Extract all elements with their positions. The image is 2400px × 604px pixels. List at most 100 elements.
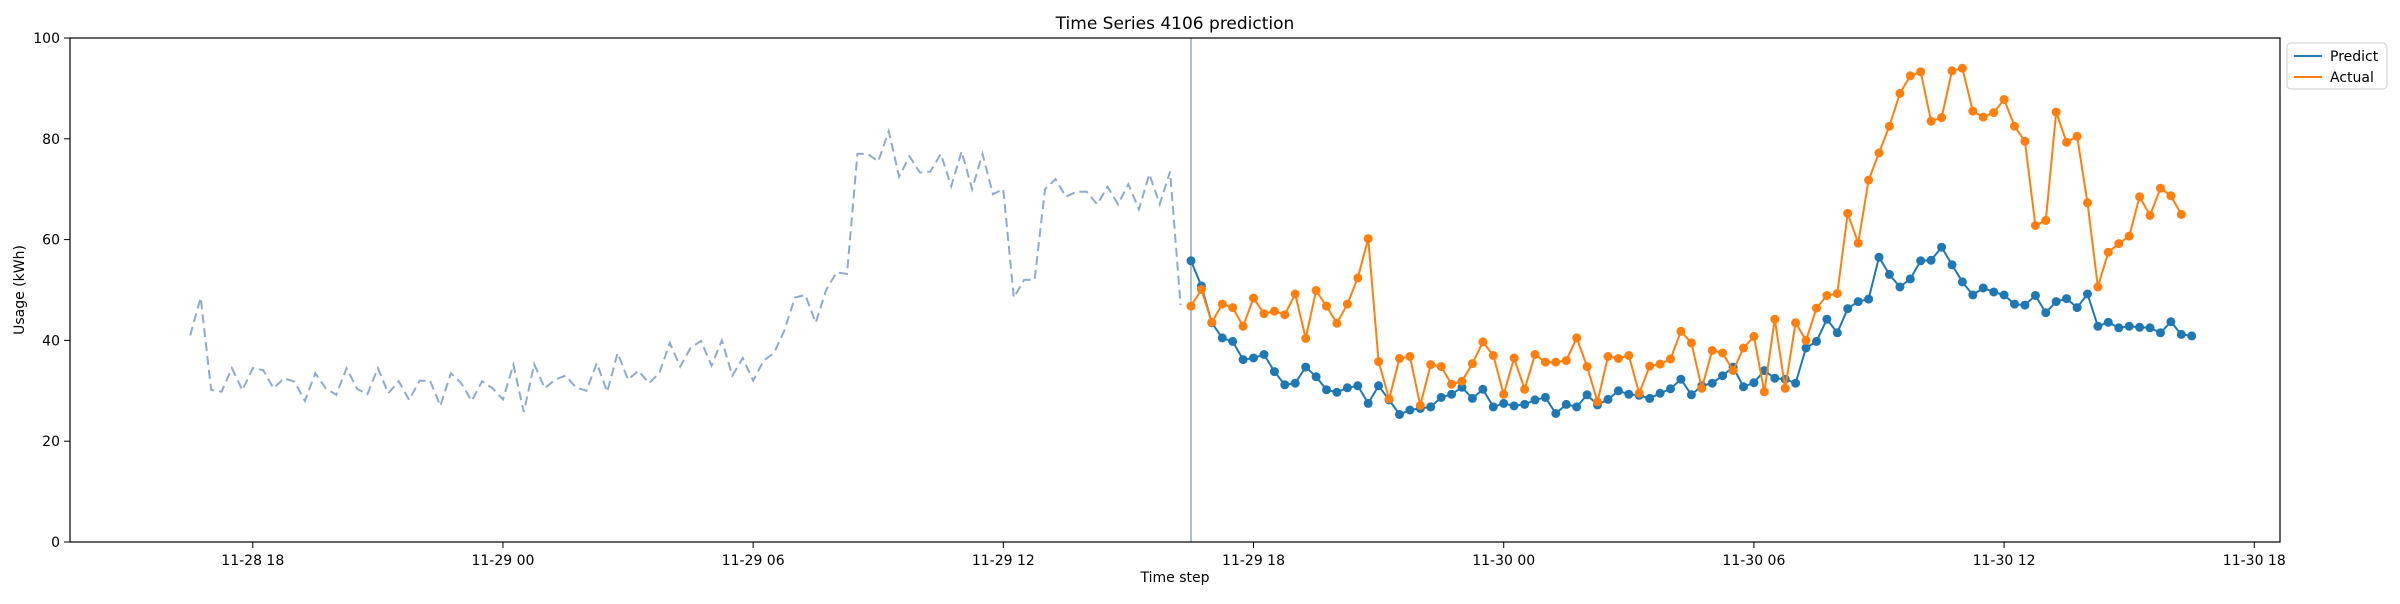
legend: Predict Actual <box>2286 42 2388 90</box>
predict-point <box>2124 321 2134 331</box>
actual-point <box>1739 343 1748 353</box>
predict-point <box>1884 269 1894 279</box>
predict-point <box>2020 300 2030 310</box>
predict-point <box>1937 242 1947 252</box>
predict-point <box>1957 277 1967 287</box>
predict-point <box>2083 289 2092 299</box>
predict-point <box>1624 389 1634 399</box>
actual-point <box>1342 299 1352 309</box>
actual-point <box>2030 221 2040 230</box>
chart-title: Time Series 4106 prediction <box>1055 14 1295 34</box>
actual-point <box>1864 175 1874 185</box>
actual-point <box>1926 116 1936 126</box>
predict-point <box>1791 378 1801 388</box>
x-tick-label: 11-29 18 <box>1222 553 1285 569</box>
predict-point <box>1978 283 1988 293</box>
predict-point <box>1259 350 1269 359</box>
actual-point <box>1415 400 1425 410</box>
actual-point <box>1999 95 2009 104</box>
predict-point <box>1290 378 1300 388</box>
y-tick-label: 0 <box>51 535 60 551</box>
actual-point <box>1593 397 1602 407</box>
predict-point <box>1311 372 1321 382</box>
predict-point <box>1999 290 2009 300</box>
actual-point <box>1770 314 1780 324</box>
predict-point <box>1363 398 1373 408</box>
predict-point <box>1801 343 1811 353</box>
predict-point <box>2156 328 2165 338</box>
actual-point <box>1457 376 1467 386</box>
actual-point <box>1749 331 1759 341</box>
actual-point <box>1853 238 1863 248</box>
predict-point <box>1582 390 1592 400</box>
predict-point <box>1843 304 1853 314</box>
actual-point <box>1196 285 1206 294</box>
predict-point <box>1926 255 1936 265</box>
predict-point <box>2114 323 2124 333</box>
actual-point <box>1697 383 1707 393</box>
actual-point <box>1582 362 1592 372</box>
predict-point <box>1864 294 1874 304</box>
predict-point <box>1342 383 1352 393</box>
predict-line <box>1190 245 2192 416</box>
actual-point <box>2114 239 2124 249</box>
predict-point <box>1770 373 1780 383</box>
predict-point <box>1322 385 1331 395</box>
actual-point <box>1301 333 1311 343</box>
x-tick-label: 11-29 00 <box>471 553 534 569</box>
plot-frame <box>69 37 2281 543</box>
predict-point <box>1540 392 1550 402</box>
predict-point <box>1822 314 1832 324</box>
predict-point <box>1249 353 1258 363</box>
y-tick-label: 100 <box>33 31 60 47</box>
actual-point <box>2051 107 2061 117</box>
actual-point <box>1249 293 1258 303</box>
predict-point <box>2103 317 2113 327</box>
legend-label-predict: Predict <box>2330 49 2379 65</box>
predict-point <box>1228 336 1238 346</box>
actual-point <box>1395 354 1404 363</box>
predict-point <box>1613 386 1623 396</box>
predict-point <box>1447 389 1457 399</box>
actual-point <box>1707 346 1717 355</box>
actual-point <box>1509 353 1519 363</box>
actual-point <box>1655 359 1665 369</box>
actual-point <box>1269 306 1279 316</box>
predict-point <box>1405 405 1415 415</box>
y-tick-label: 60 <box>42 233 60 249</box>
actual-point <box>1957 63 1967 73</box>
predict-point <box>1645 393 1655 403</box>
actual-point <box>2135 192 2145 202</box>
predict-point <box>1655 388 1665 398</box>
actual-point <box>2124 231 2134 241</box>
predict-point <box>1280 380 1290 390</box>
actual-point <box>1989 108 1999 118</box>
predict-point <box>2145 323 2155 333</box>
actual-point <box>2093 282 2103 292</box>
actual-point <box>2103 247 2113 257</box>
predict-point <box>2051 297 2061 307</box>
x-tick-label: 11-28 18 <box>221 553 284 569</box>
predict-point <box>1947 260 1957 270</box>
actual-point <box>1832 289 1842 298</box>
predict-point <box>1186 256 1196 266</box>
x-tick-label: 11-29 12 <box>972 553 1035 569</box>
actual-point <box>1467 359 1477 369</box>
actual-point <box>1436 362 1446 372</box>
y-tick-label: 40 <box>42 333 60 349</box>
actual-point <box>2020 136 2030 146</box>
actual-point <box>1405 352 1415 361</box>
actual-point <box>2062 137 2072 147</box>
x-tick-label: 11-29 06 <box>722 553 785 569</box>
actual-point <box>1426 360 1436 370</box>
actual-point <box>1228 303 1238 313</box>
predict-point <box>2010 299 2019 309</box>
actual-point <box>1280 310 1290 320</box>
actual-point <box>1561 356 1571 366</box>
actual-point <box>1499 389 1509 399</box>
actual-point <box>1780 383 1790 393</box>
legend-label-actual: Actual <box>2330 70 2374 86</box>
predict-point <box>1426 402 1436 412</box>
actual-line <box>1190 66 2183 406</box>
